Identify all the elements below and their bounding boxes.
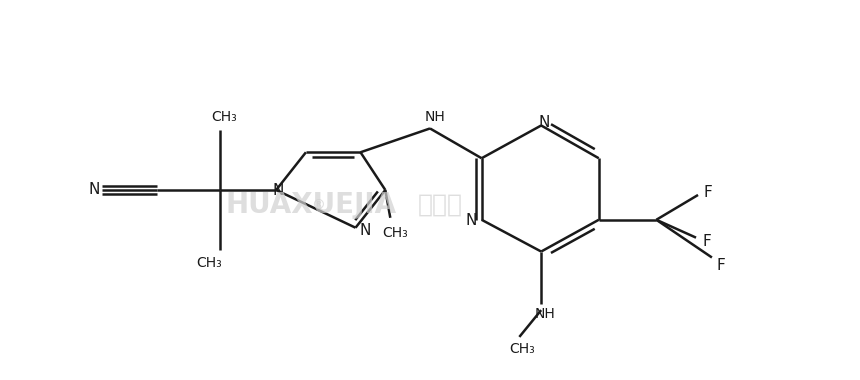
Text: HUAXUEJIA: HUAXUEJIA — [225, 191, 396, 219]
Text: NH: NH — [535, 307, 556, 321]
Text: N: N — [273, 184, 284, 198]
Text: F: F — [716, 258, 725, 273]
Text: ®: ® — [310, 198, 324, 212]
Text: N: N — [465, 213, 476, 228]
Text: N: N — [359, 223, 372, 238]
Text: F: F — [703, 234, 711, 249]
Text: NH: NH — [425, 109, 445, 124]
Text: CH₃: CH₃ — [197, 256, 223, 271]
Text: 化学加: 化学加 — [417, 193, 463, 217]
Text: CH₃: CH₃ — [509, 342, 535, 356]
Text: N: N — [89, 182, 100, 198]
Text: N: N — [538, 115, 550, 130]
Text: CH₃: CH₃ — [383, 226, 408, 240]
Text: F: F — [703, 185, 712, 201]
Text: CH₃: CH₃ — [212, 109, 237, 124]
